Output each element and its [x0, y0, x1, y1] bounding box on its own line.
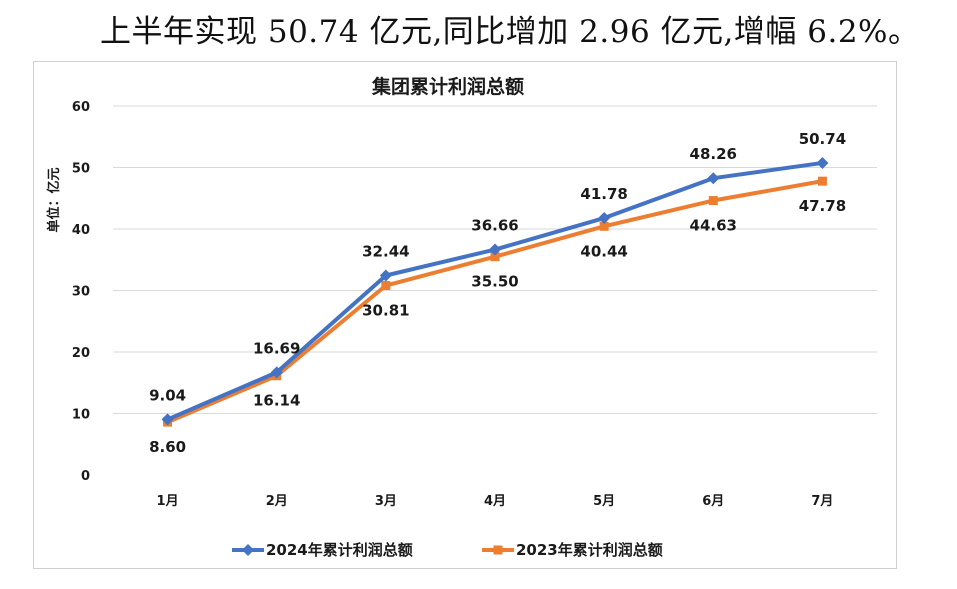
legend-label: 2024年累计利润总额 — [266, 541, 413, 559]
gridlines — [113, 105, 877, 414]
legend: 2024年累计利润总额 2023年累计利润总额 — [232, 541, 663, 559]
y-tick-label: 20 — [72, 346, 90, 361]
y-axis-label: 单位：亿元 — [46, 167, 62, 232]
x-tick-labels: 1月 2月 3月 4月 5月 6月 7月 — [157, 494, 834, 509]
x-tick-label: 3月 — [375, 494, 397, 509]
data-label: 16.14 — [253, 392, 300, 410]
series-1 — [163, 176, 827, 427]
data-label: 40.44 — [580, 242, 627, 260]
data-label: 44.63 — [690, 217, 737, 235]
legend-label: 2023年累计利润总额 — [516, 541, 663, 559]
data-label: 8.60 — [149, 438, 186, 456]
data-label: 30.81 — [362, 302, 409, 320]
data-label: 50.74 — [799, 130, 846, 148]
series-lines: 9.04 16.69 32.44 36.66 41.78 48.26 50.74 8.60 16… — [149, 130, 846, 456]
y-tick-label: 0 — [81, 469, 90, 484]
legend-item: 2024年累计利润总额 — [232, 541, 413, 559]
data-point — [489, 243, 501, 256]
data-label: 35.50 — [471, 273, 518, 291]
chart-frame — [33, 61, 897, 569]
data-point — [161, 413, 174, 426]
y-tick-labels: 0 10 20 30 40 50 60 — [72, 100, 90, 484]
y-tick-label: 30 — [72, 285, 90, 300]
data-label: 47.78 — [799, 197, 846, 215]
chart-title: 集团累计利润总额 — [371, 75, 524, 98]
data-point — [490, 252, 500, 262]
data-point — [708, 196, 718, 206]
data-point — [707, 172, 720, 185]
data-labels-1: 8.60 16.14 30.81 35.50 40.44 44.63 47.78 — [149, 197, 846, 456]
data-point — [817, 176, 827, 186]
y-tick-label: 10 — [72, 408, 90, 423]
data-label: 32.44 — [362, 242, 409, 260]
data-point — [599, 221, 609, 231]
x-tick-label: 1月 — [157, 494, 179, 509]
x-tick-label: 4月 — [484, 494, 506, 509]
data-point — [379, 269, 392, 282]
legend-item: 2023年累计利润总额 — [482, 541, 663, 559]
y-tick-label: 40 — [72, 223, 90, 238]
data-label: 9.04 — [149, 386, 186, 404]
data-point — [816, 156, 829, 169]
x-tick-label: 6月 — [702, 494, 724, 509]
data-label: 36.66 — [471, 217, 518, 235]
x-tick-label: 7月 — [811, 494, 833, 509]
headline-text: 上半年实现 50.74 亿元,同比增加 2.96 亿元,增幅 6.2%。 — [100, 14, 920, 50]
data-label: 48.26 — [690, 145, 737, 163]
y-tick-label: 50 — [72, 162, 90, 177]
data-point — [381, 281, 391, 291]
x-tick-label: 5月 — [593, 494, 615, 509]
legend-marker — [242, 544, 254, 556]
data-labels-0: 9.04 16.69 32.44 36.66 41.78 48.26 50.74 — [149, 130, 846, 404]
data-point — [598, 212, 611, 225]
data-label: 16.69 — [253, 339, 300, 357]
y-tick-label: 60 — [72, 100, 90, 115]
data-point — [270, 366, 283, 379]
data-label: 41.78 — [580, 185, 627, 203]
x-tick-label: 2月 — [266, 494, 288, 509]
legend-marker — [493, 545, 503, 555]
series-0 — [161, 156, 829, 426]
